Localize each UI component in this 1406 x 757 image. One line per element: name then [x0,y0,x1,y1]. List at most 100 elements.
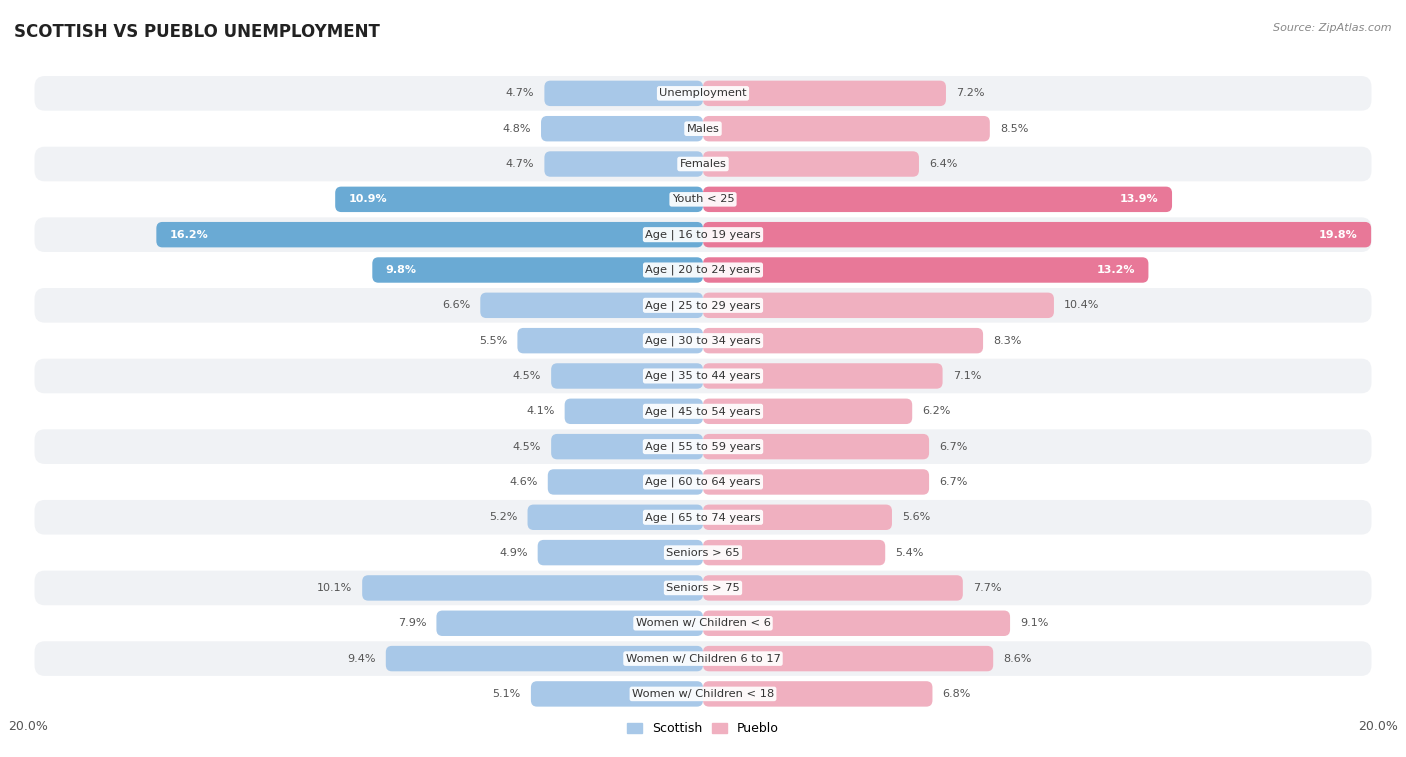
Text: 9.4%: 9.4% [347,653,375,664]
Text: Seniors > 75: Seniors > 75 [666,583,740,593]
Text: 13.2%: 13.2% [1097,265,1135,275]
Text: 10.9%: 10.9% [349,195,387,204]
FancyBboxPatch shape [35,253,1371,288]
Text: 6.2%: 6.2% [922,407,950,416]
FancyBboxPatch shape [703,293,1054,318]
Text: 7.7%: 7.7% [973,583,1001,593]
Text: 4.1%: 4.1% [526,407,554,416]
FancyBboxPatch shape [35,500,1371,534]
Text: Age | 20 to 24 years: Age | 20 to 24 years [645,265,761,276]
FancyBboxPatch shape [703,363,942,388]
FancyBboxPatch shape [527,505,703,530]
Text: Seniors > 65: Seniors > 65 [666,547,740,558]
Text: Age | 25 to 29 years: Age | 25 to 29 years [645,300,761,310]
FancyBboxPatch shape [35,323,1371,358]
Text: Unemployment: Unemployment [659,89,747,98]
Text: Age | 65 to 74 years: Age | 65 to 74 years [645,512,761,522]
Text: 9.1%: 9.1% [1021,618,1049,628]
FancyBboxPatch shape [35,394,1371,428]
Text: Age | 45 to 54 years: Age | 45 to 54 years [645,406,761,416]
FancyBboxPatch shape [703,187,1173,212]
FancyBboxPatch shape [35,677,1371,712]
Text: 4.5%: 4.5% [513,371,541,381]
Text: 6.6%: 6.6% [441,301,470,310]
Text: 4.7%: 4.7% [506,89,534,98]
FancyBboxPatch shape [35,111,1371,146]
Text: 19.8%: 19.8% [1319,229,1358,240]
Text: Age | 30 to 34 years: Age | 30 to 34 years [645,335,761,346]
FancyBboxPatch shape [703,611,1010,636]
Text: Age | 60 to 64 years: Age | 60 to 64 years [645,477,761,488]
FancyBboxPatch shape [703,328,983,354]
FancyBboxPatch shape [373,257,703,282]
FancyBboxPatch shape [517,328,703,354]
Text: 6.4%: 6.4% [929,159,957,169]
Text: Women w/ Children < 18: Women w/ Children < 18 [631,689,775,699]
Text: 10.1%: 10.1% [316,583,352,593]
FancyBboxPatch shape [703,81,946,106]
FancyBboxPatch shape [703,505,891,530]
Text: Source: ZipAtlas.com: Source: ZipAtlas.com [1274,23,1392,33]
FancyBboxPatch shape [35,641,1371,676]
Text: 4.7%: 4.7% [506,159,534,169]
Text: 7.1%: 7.1% [953,371,981,381]
Legend: Scottish, Pueblo: Scottish, Pueblo [621,718,785,740]
FancyBboxPatch shape [703,575,963,600]
FancyBboxPatch shape [385,646,703,671]
Text: Females: Females [679,159,727,169]
Text: 5.4%: 5.4% [896,547,924,558]
Text: Youth < 25: Youth < 25 [672,195,734,204]
Text: 7.2%: 7.2% [956,89,984,98]
Text: Women w/ Children 6 to 17: Women w/ Children 6 to 17 [626,653,780,664]
FancyBboxPatch shape [35,217,1371,252]
FancyBboxPatch shape [703,469,929,494]
FancyBboxPatch shape [703,540,886,565]
FancyBboxPatch shape [35,76,1371,111]
Text: 6.7%: 6.7% [939,477,967,487]
FancyBboxPatch shape [335,187,703,212]
Text: 6.8%: 6.8% [942,689,972,699]
FancyBboxPatch shape [551,363,703,388]
FancyBboxPatch shape [35,465,1371,500]
Text: 16.2%: 16.2% [170,229,208,240]
Text: Age | 35 to 44 years: Age | 35 to 44 years [645,371,761,382]
FancyBboxPatch shape [35,571,1371,606]
FancyBboxPatch shape [481,293,703,318]
Text: 13.9%: 13.9% [1121,195,1159,204]
Text: 5.1%: 5.1% [492,689,520,699]
Text: 7.9%: 7.9% [398,618,426,628]
Text: 4.8%: 4.8% [502,123,531,134]
FancyBboxPatch shape [35,429,1371,464]
Text: 6.7%: 6.7% [939,441,967,452]
FancyBboxPatch shape [703,257,1149,282]
FancyBboxPatch shape [544,151,703,176]
Text: 8.3%: 8.3% [993,335,1022,346]
Text: 9.8%: 9.8% [385,265,416,275]
FancyBboxPatch shape [703,399,912,424]
FancyBboxPatch shape [436,611,703,636]
FancyBboxPatch shape [35,147,1371,182]
FancyBboxPatch shape [703,681,932,706]
FancyBboxPatch shape [35,359,1371,394]
FancyBboxPatch shape [531,681,703,706]
Text: SCOTTISH VS PUEBLO UNEMPLOYMENT: SCOTTISH VS PUEBLO UNEMPLOYMENT [14,23,380,41]
Text: 8.5%: 8.5% [1000,123,1028,134]
Text: 5.6%: 5.6% [903,512,931,522]
Text: 4.6%: 4.6% [509,477,537,487]
Text: Age | 16 to 19 years: Age | 16 to 19 years [645,229,761,240]
FancyBboxPatch shape [565,399,703,424]
FancyBboxPatch shape [35,288,1371,322]
FancyBboxPatch shape [35,182,1371,217]
FancyBboxPatch shape [548,469,703,494]
Text: 8.6%: 8.6% [1004,653,1032,664]
FancyBboxPatch shape [35,535,1371,570]
FancyBboxPatch shape [703,646,993,671]
FancyBboxPatch shape [35,606,1371,640]
FancyBboxPatch shape [537,540,703,565]
Text: 4.5%: 4.5% [513,441,541,452]
FancyBboxPatch shape [544,81,703,106]
Text: Age | 55 to 59 years: Age | 55 to 59 years [645,441,761,452]
FancyBboxPatch shape [551,434,703,459]
FancyBboxPatch shape [703,116,990,142]
FancyBboxPatch shape [703,222,1371,248]
